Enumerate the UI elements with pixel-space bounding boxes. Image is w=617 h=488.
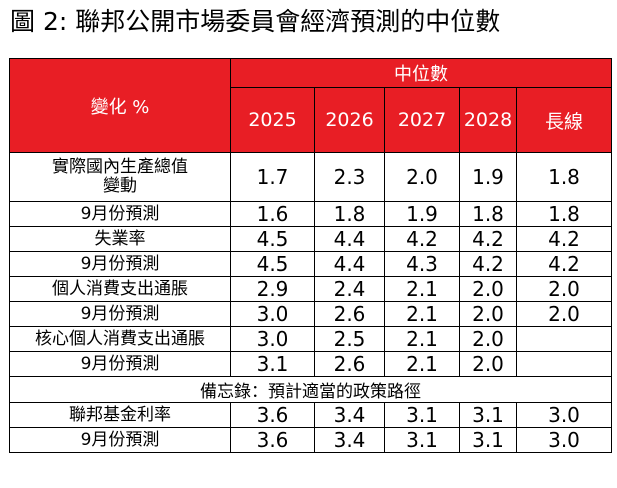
value-cell: 2.0 <box>459 276 517 302</box>
table-row: 實際國內生產總值 變動 1.7 2.3 2.0 1.9 1.8 <box>9 152 612 202</box>
value-cell: 2.1 <box>384 326 460 352</box>
value-cell: 3.1 <box>384 402 460 428</box>
value-cell: 2.6 <box>314 351 385 377</box>
value-cell: 2.3 <box>314 152 385 202</box>
table-row: 失業率 4.5 4.4 4.2 4.2 4.2 <box>9 226 612 252</box>
value-cell: 1.8 <box>516 152 612 202</box>
value-cell: 4.2 <box>516 226 612 252</box>
corner-label-cell: 變化 % <box>9 58 231 153</box>
column-header: 2025 <box>230 87 315 153</box>
value-cell: 3.4 <box>314 402 385 428</box>
table-row: 9月份預測 1.6 1.8 1.9 1.8 1.8 <box>9 201 612 227</box>
row-label: 9月份預測 <box>9 301 231 327</box>
memo-row: 備忘錄：預計適當的政策路徑 <box>9 376 612 403</box>
value-cell: 4.2 <box>459 251 517 277</box>
memo-label: 備忘錄：預計適當的政策路徑 <box>9 376 612 403</box>
row-label: 失業率 <box>9 226 231 252</box>
value-cell: 2.0 <box>459 351 517 377</box>
value-cell <box>516 326 612 352</box>
table-row: 9月份預測 3.0 2.6 2.1 2.0 2.0 <box>9 301 612 327</box>
page-title: 圖 2: 聯邦公開市場委員會經濟預測的中位數 <box>10 7 501 36</box>
value-cell: 4.4 <box>314 226 385 252</box>
value-cell: 1.6 <box>230 201 315 227</box>
row-label: 9月份預測 <box>9 201 231 227</box>
projections-table: 變化 % 中位數 2025 2026 2027 2028 長線 實際國內生產總值… <box>9 58 612 453</box>
value-cell: 3.0 <box>516 427 612 453</box>
column-header: 2028 <box>459 87 517 153</box>
value-cell: 4.4 <box>314 251 385 277</box>
table-row: 9月份預測 3.1 2.6 2.1 2.0 <box>9 351 612 377</box>
value-cell: 1.7 <box>230 152 315 202</box>
column-header: 長線 <box>516 87 612 153</box>
row-label: 核心個人消費支出通脹 <box>9 326 231 352</box>
column-header: 2026 <box>314 87 385 153</box>
value-cell: 2.0 <box>516 276 612 302</box>
value-cell: 2.6 <box>314 301 385 327</box>
value-cell: 2.5 <box>314 326 385 352</box>
value-cell: 2.1 <box>384 351 460 377</box>
value-cell: 2.0 <box>516 301 612 327</box>
value-cell: 3.0 <box>230 301 315 327</box>
value-cell: 2.0 <box>459 326 517 352</box>
table-row: 聯邦基金利率 3.6 3.4 3.1 3.1 3.0 <box>9 402 612 428</box>
value-cell: 2.1 <box>384 276 460 302</box>
corner-label: 變化 % <box>90 96 150 118</box>
value-cell: 4.3 <box>384 251 460 277</box>
value-cell: 3.6 <box>230 427 315 453</box>
value-cell: 2.9 <box>230 276 315 302</box>
value-cell: 4.2 <box>459 226 517 252</box>
value-cell: 3.0 <box>516 402 612 428</box>
value-cell: 3.1 <box>459 402 517 428</box>
value-cell: 3.6 <box>230 402 315 428</box>
value-cell: 1.8 <box>314 201 385 227</box>
column-header: 2027 <box>384 87 460 153</box>
row-label: 聯邦基金利率 <box>9 402 231 428</box>
value-cell: 1.9 <box>384 201 460 227</box>
value-cell: 2.1 <box>384 301 460 327</box>
table-row: 核心個人消費支出通脹 3.0 2.5 2.1 2.0 <box>9 326 612 352</box>
value-cell: 4.2 <box>384 226 460 252</box>
value-cell: 4.5 <box>230 251 315 277</box>
table-row: 9月份預測 3.6 3.4 3.1 3.1 3.0 <box>9 427 612 453</box>
table-row: 9月份預測 4.5 4.4 4.3 4.2 4.2 <box>9 251 612 277</box>
header-row-group: 變化 % 中位數 <box>9 58 612 153</box>
row-label: 實際國內生產總值 變動 <box>9 152 231 202</box>
row-label: 9月份預測 <box>9 427 231 453</box>
value-cell: 3.1 <box>230 351 315 377</box>
table-body: 實際國內生產總值 變動 1.7 2.3 2.0 1.9 1.8 9月份預測 1.6 1.8 1.9… <box>9 152 612 453</box>
row-label: 個人消費支出通脹 <box>9 276 231 302</box>
group-header: 中位數 <box>230 58 612 88</box>
value-cell: 1.9 <box>459 152 517 202</box>
header-row-years: 2025 2026 2027 2028 長線 <box>10 87 612 153</box>
value-cell <box>516 351 612 377</box>
value-cell: 2.0 <box>384 152 460 202</box>
value-cell: 2.0 <box>459 301 517 327</box>
value-cell: 3.4 <box>314 427 385 453</box>
value-cell: 3.1 <box>384 427 460 453</box>
value-cell: 3.1 <box>459 427 517 453</box>
value-cell: 4.5 <box>230 226 315 252</box>
value-cell: 4.2 <box>516 251 612 277</box>
value-cell: 2.4 <box>314 276 385 302</box>
value-cell: 1.8 <box>516 201 612 227</box>
value-cell: 1.8 <box>459 201 517 227</box>
row-label: 9月份預測 <box>9 251 231 277</box>
row-label: 9月份預測 <box>9 351 231 377</box>
table-row: 個人消費支出通脹 2.9 2.4 2.1 2.0 2.0 <box>9 276 612 302</box>
value-cell: 3.0 <box>230 326 315 352</box>
